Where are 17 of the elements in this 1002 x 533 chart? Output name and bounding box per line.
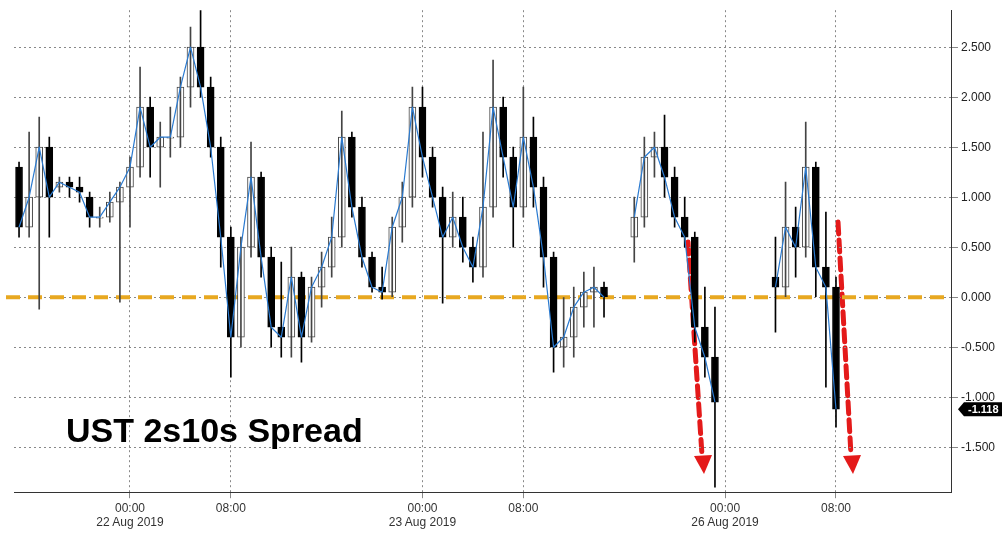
x-tick-label: 00:00 23 Aug 2019 <box>388 500 457 530</box>
x-tick-label: 08:00 <box>508 500 539 515</box>
y-tick-label: 1.500 <box>960 139 992 154</box>
y-tick-label: -1.000 <box>960 389 996 404</box>
y-tick-label: -1.500 <box>960 439 996 454</box>
y-tick-label: 2.500 <box>960 39 992 54</box>
y-tick-label: 0.000 <box>960 289 992 304</box>
y-tick-label: 1.000 <box>960 189 992 204</box>
y-tick-label: -0.500 <box>960 339 996 354</box>
text: -1.118 <box>967 403 999 416</box>
x-tick-label: 08:00 <box>820 500 852 515</box>
x-tick-label: 00:00 22 Aug 2019 <box>96 500 165 530</box>
y-tick-label: 0.500 <box>960 239 992 254</box>
y-tick-label: 2.000 <box>960 89 992 104</box>
text: UST 2s10s Spread <box>66 411 363 450</box>
x-tick-label: 08:00 <box>215 500 247 515</box>
x-tick-label: 00:00 26 Aug 2019 <box>691 500 760 530</box>
